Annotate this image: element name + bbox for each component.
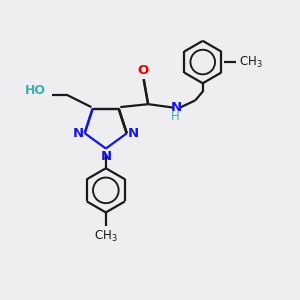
Text: N: N (73, 127, 84, 140)
Text: N: N (128, 127, 139, 140)
Text: N: N (171, 101, 182, 114)
Text: N: N (100, 150, 111, 163)
Text: CH$_3$: CH$_3$ (94, 229, 118, 244)
Text: HO: HO (25, 84, 46, 98)
Text: O: O (138, 64, 149, 77)
Text: H: H (170, 110, 179, 123)
Text: CH$_3$: CH$_3$ (239, 55, 262, 70)
